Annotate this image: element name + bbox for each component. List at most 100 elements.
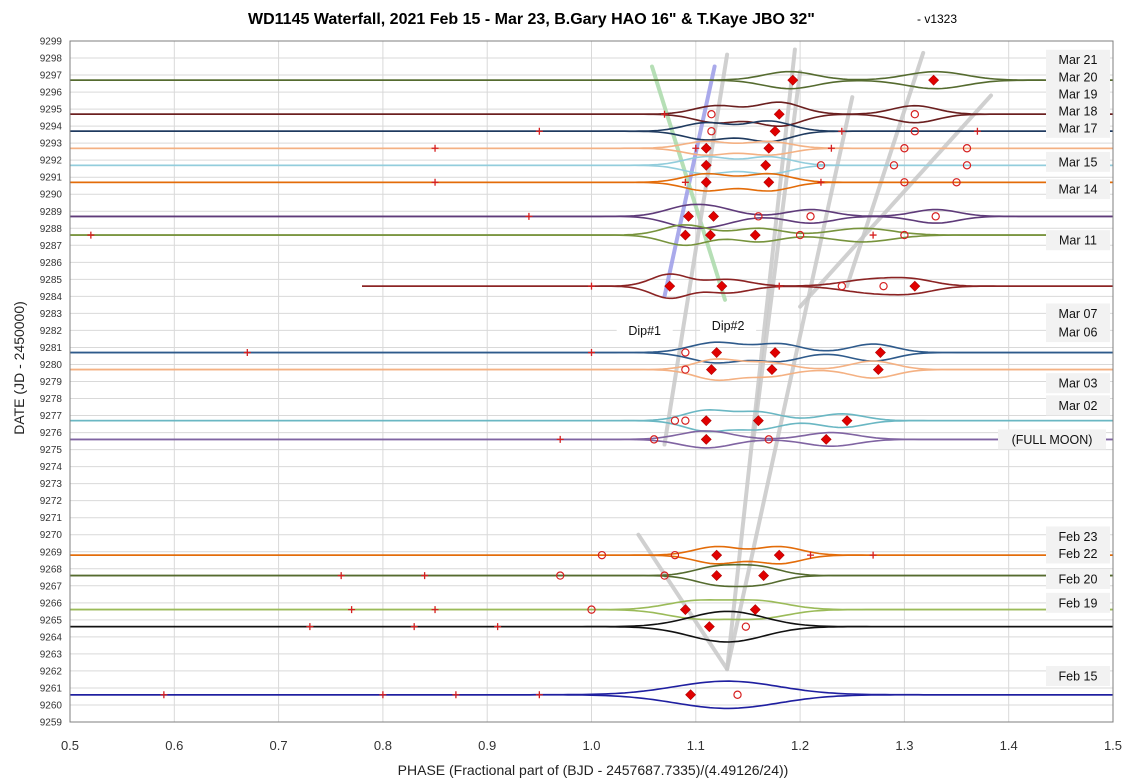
circle-marker xyxy=(962,144,972,153)
light-curve-lower xyxy=(70,234,1061,247)
plus-marker xyxy=(431,178,439,186)
circle-marker xyxy=(910,110,920,119)
date-label: Feb 15 xyxy=(1059,670,1098,684)
y-tick-label: 9298 xyxy=(40,54,63,65)
date-label: Mar 18 xyxy=(1059,104,1098,118)
x-tick-label: 0.8 xyxy=(374,738,392,753)
plus-marker xyxy=(87,231,95,239)
plus-marker xyxy=(348,606,356,614)
date-label-box xyxy=(1046,373,1110,394)
diamond-marker xyxy=(763,176,775,188)
diamond-marker xyxy=(711,570,723,582)
circle-marker xyxy=(681,348,690,357)
date-label-box xyxy=(1046,303,1110,324)
diamond-marker xyxy=(769,347,781,358)
y-tick-label: 9272 xyxy=(40,496,63,507)
diamond-marker xyxy=(763,142,775,154)
plus-marker xyxy=(838,127,846,135)
circle-marker xyxy=(837,281,847,291)
y-tick-label: 9280 xyxy=(40,360,63,371)
x-tick-label: 1.5 xyxy=(1104,738,1122,753)
diamond-marker xyxy=(679,604,691,616)
y-tick-label: 9260 xyxy=(40,700,63,711)
diamond-marker xyxy=(700,433,712,445)
diamond-marker xyxy=(773,549,785,561)
circle-marker xyxy=(900,144,909,153)
circle-marker xyxy=(889,161,899,170)
x-tick-label: 1.1 xyxy=(687,738,705,753)
light-curve-lower xyxy=(70,368,1113,382)
diamond-marker xyxy=(700,142,712,154)
date-label: (FULL MOON) xyxy=(1012,433,1093,447)
plus-marker xyxy=(681,178,689,186)
y-tick-label: 9274 xyxy=(40,462,63,473)
y-tick-label: 9291 xyxy=(40,173,63,184)
chart-title: WD1145 Waterfall, 2021 Feb 15 - Mar 23, … xyxy=(248,11,815,28)
trend-line xyxy=(650,64,727,302)
diamond-marker xyxy=(766,364,778,376)
date-label-box xyxy=(1046,568,1110,589)
diamond-marker xyxy=(706,364,717,376)
y-tick-label: 9259 xyxy=(40,718,63,729)
plus-marker xyxy=(525,212,533,220)
diamond-marker xyxy=(773,108,785,120)
y-tick-label: 9278 xyxy=(40,394,63,405)
y-tick-label: 9262 xyxy=(40,666,63,677)
date-label-box xyxy=(1046,49,1110,70)
diamond-marker xyxy=(752,415,764,427)
grid xyxy=(69,40,1114,723)
plus-marker xyxy=(535,691,543,699)
circle-marker xyxy=(962,161,972,170)
plus-marker xyxy=(431,606,439,614)
diamond-marker xyxy=(683,210,694,222)
plus-marker xyxy=(588,282,595,290)
diamond-marker xyxy=(704,229,716,241)
light-curve-lower xyxy=(70,215,1113,230)
trend-line xyxy=(845,50,926,289)
plus-marker xyxy=(379,691,387,699)
x-tick-label: 0.6 xyxy=(165,738,183,753)
y-tick-label: 9285 xyxy=(40,275,63,286)
diamond-marker xyxy=(749,229,761,241)
y-tick-label: 9264 xyxy=(40,632,63,643)
light-curve-lower xyxy=(70,419,1113,433)
y-tick-label: 9268 xyxy=(40,564,63,575)
diamond-marker xyxy=(769,125,781,137)
circle-marker xyxy=(707,110,716,119)
diamond-marker xyxy=(711,347,723,358)
plus-marker xyxy=(807,551,815,559)
light-curve-lower xyxy=(70,164,1113,175)
y-tick-label: 9265 xyxy=(40,615,63,626)
diamond-marker xyxy=(928,74,940,86)
date-label-box xyxy=(1046,179,1110,200)
date-label: Feb 23 xyxy=(1059,530,1098,544)
circle-marker xyxy=(597,550,607,560)
y-tick-label: 9261 xyxy=(40,683,63,694)
date-label-box xyxy=(1046,83,1110,104)
y-tick-label: 9287 xyxy=(40,241,63,252)
circle-marker xyxy=(795,230,805,240)
y-tick-label: 9288 xyxy=(40,224,63,235)
y-tick-label: 9284 xyxy=(40,292,63,303)
date-label: Mar 17 xyxy=(1059,121,1098,135)
y-tick-label: 9279 xyxy=(40,377,63,388)
chart-subtitle: - v1323 xyxy=(917,12,957,26)
diamond-marker xyxy=(758,570,770,582)
circle-marker xyxy=(931,212,940,221)
light-curve-lower xyxy=(70,181,1113,192)
plot-frame xyxy=(69,40,1114,723)
diamond-marker xyxy=(716,280,728,292)
diamond-marker xyxy=(760,159,772,171)
y-tick-label: 9290 xyxy=(40,190,63,201)
circle-marker xyxy=(681,416,690,425)
circle-marker xyxy=(816,161,826,170)
trend-line xyxy=(662,52,730,447)
y-tick-label: 9276 xyxy=(40,428,63,439)
circle-marker xyxy=(707,127,716,136)
circle-marker xyxy=(670,550,680,560)
y-tick-label: 9283 xyxy=(40,309,63,320)
circle-marker xyxy=(900,178,909,187)
circle-marker xyxy=(900,230,909,240)
date-label-box xyxy=(1046,117,1110,138)
circle-marker xyxy=(681,365,690,374)
